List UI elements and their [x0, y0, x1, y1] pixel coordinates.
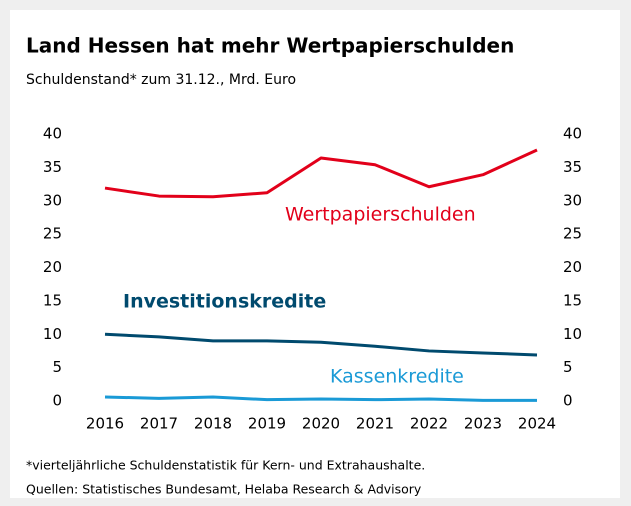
- series-line: [104, 395, 537, 402]
- chart-title: Land Hessen hat mehr Wertpapierschulden: [26, 34, 514, 58]
- panel: [10, 10, 620, 498]
- footnote: *vierteljährliche Schuldenstatistik für …: [26, 458, 425, 473]
- x-tick-label: 2022: [410, 415, 448, 433]
- y2-tick-label: 40: [563, 125, 582, 143]
- y-tick-label: 40: [43, 125, 62, 143]
- y2-tick-label: 25: [563, 225, 582, 243]
- y2-tick-label: 20: [563, 258, 582, 276]
- y-tick-label: 15: [43, 291, 62, 309]
- chart-subtitle: Schuldenstand* zum 31.12., Mrd. Euro: [26, 72, 296, 88]
- x-tick-label: 2017: [140, 415, 178, 433]
- x-tick-label: 2020: [302, 415, 340, 433]
- y2-tick-label: 15: [563, 291, 582, 309]
- y2-tick-label: 5: [563, 358, 573, 376]
- y-tick-label: 35: [43, 158, 62, 176]
- series-label: Investitionskredite: [123, 291, 326, 313]
- series-label: Wertpapierschulden: [285, 204, 476, 226]
- y2-tick-label: 10: [563, 325, 582, 343]
- y-tick-label: 30: [43, 191, 62, 209]
- y-tick-label: 0: [52, 392, 62, 410]
- source: Quellen: Statistisches Bundesamt, Helaba…: [26, 482, 422, 497]
- x-tick-label: 2019: [248, 415, 286, 433]
- y2-tick-label: 30: [563, 191, 582, 209]
- y-tick-label: 20: [43, 258, 62, 276]
- x-tick-label: 2016: [86, 415, 124, 433]
- y-tick-label: 5: [52, 358, 62, 376]
- y2-tick-label: 0: [563, 392, 573, 410]
- series-line: [104, 148, 538, 199]
- y-tick-label: 25: [43, 225, 62, 243]
- x-tick-label: 2018: [194, 415, 232, 433]
- y-tick-label: 10: [43, 325, 62, 343]
- x-tick-label: 2024: [518, 415, 556, 433]
- x-tick-label: 2023: [464, 415, 502, 433]
- y2-tick-label: 35: [563, 158, 582, 176]
- x-tick-label: 2021: [356, 415, 394, 433]
- series-label: Kassenkredite: [330, 366, 464, 388]
- series-line: [104, 332, 538, 357]
